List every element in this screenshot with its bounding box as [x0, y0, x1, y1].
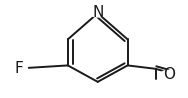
Circle shape	[89, 8, 107, 17]
Circle shape	[9, 64, 27, 73]
Text: N: N	[92, 5, 103, 20]
Text: O: O	[163, 67, 175, 82]
Circle shape	[160, 70, 177, 79]
Text: F: F	[14, 61, 23, 76]
